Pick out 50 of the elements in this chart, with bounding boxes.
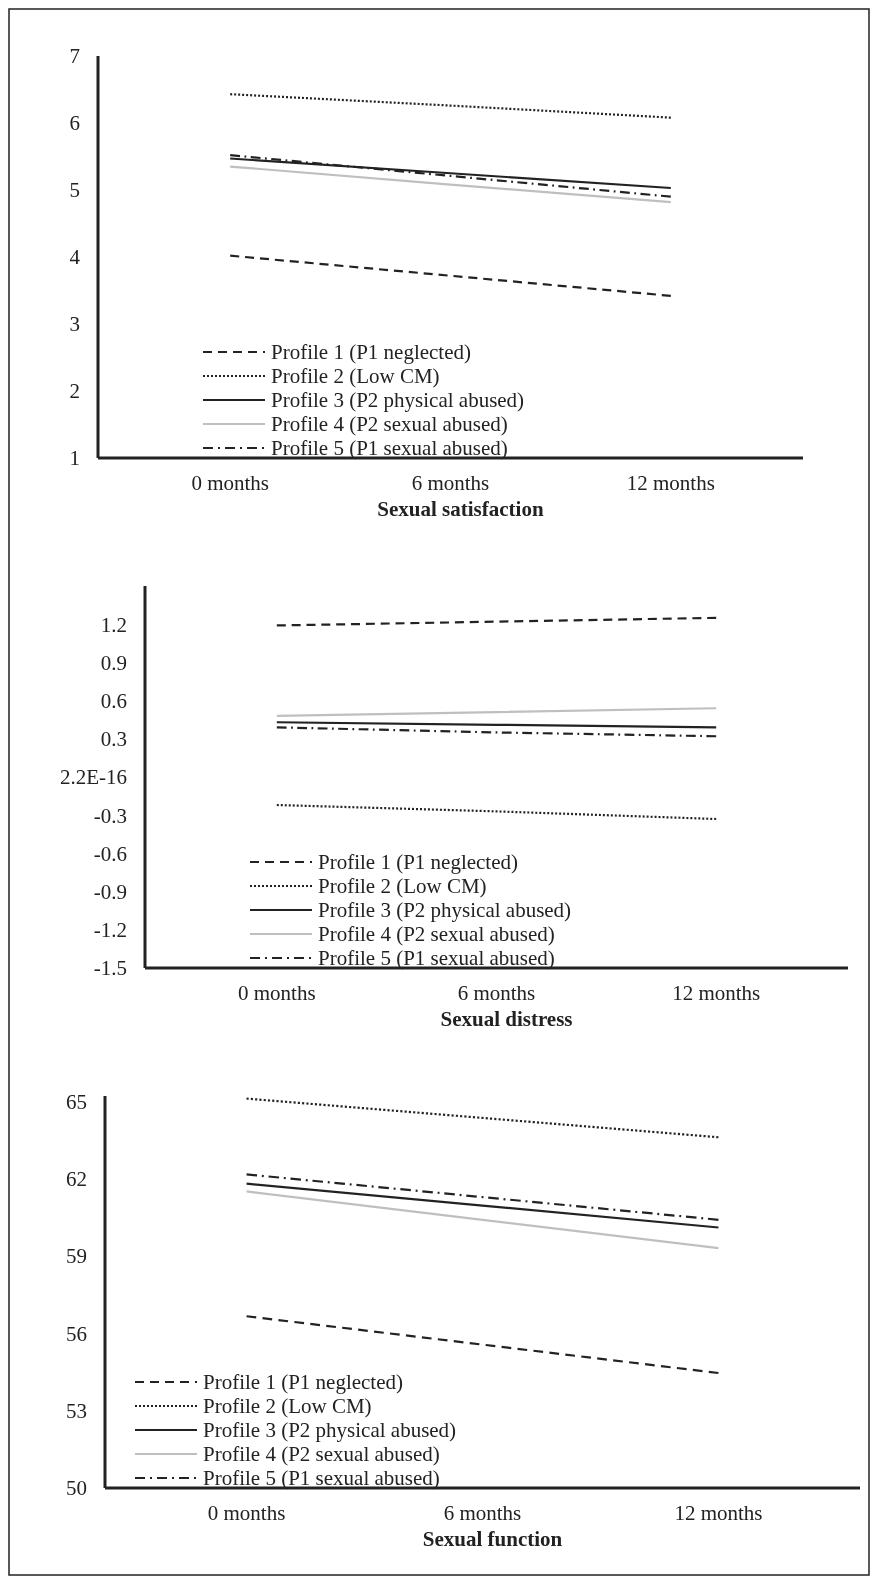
y-tick-label: 2.2E-16 (59, 765, 127, 790)
x-tick-label: 6 months (457, 981, 536, 1005)
x-tick-label: 0 months (191, 471, 269, 495)
x-tick-label: 0 months (238, 981, 316, 1005)
x-tick-label: 6 months (443, 1501, 522, 1525)
y-tick-label: 4 (69, 245, 81, 270)
y-tick-label: 1.2 (100, 612, 127, 637)
legend-label: Profile 3 (P2 physical abused) (203, 1418, 457, 1443)
y-tick-label: -1.2 (93, 918, 127, 943)
y-tick-label: -0.9 (93, 879, 127, 904)
legend-label: Profile 3 (P2 physical abused) (271, 388, 525, 413)
x-axis-title: Sexual distress (440, 1007, 573, 1031)
legend-label: Profile 1 (P1 neglected) (203, 1370, 404, 1395)
y-tick-label: 62 (66, 1166, 87, 1191)
legend-label: Profile 2 (Low CM) (203, 1394, 372, 1419)
legend-label: Profile 4 (P2 sexual abused) (318, 922, 555, 947)
y-tick-label: 6 (69, 111, 80, 136)
x-tick-label: 12 months (626, 471, 715, 495)
x-tick-label: 0 months (207, 1501, 286, 1525)
legend-label: Profile 5 (P1 sexual abused) (271, 436, 508, 461)
y-tick-label: 0.3 (100, 727, 127, 752)
y-tick-label: 0.6 (100, 688, 127, 713)
y-tick-label: 2 (69, 379, 80, 404)
legend-label: Profile 3 (P2 physical abused) (318, 898, 572, 923)
y-tick-label: 0.9 (100, 650, 127, 675)
y-tick-label: -0.6 (93, 841, 127, 866)
y-tick-label: 5 (69, 178, 80, 203)
x-tick-label: 12 months (672, 981, 761, 1005)
y-tick-label: 1 (69, 446, 80, 471)
legend-label: Profile 1 (P1 neglected) (271, 340, 472, 365)
x-tick-label: 6 months (411, 471, 490, 495)
y-tick-label: 53 (66, 1398, 87, 1423)
y-tick-label: -0.3 (93, 803, 127, 828)
legend-label: Profile 1 (P1 neglected) (318, 850, 519, 875)
x-tick-label: 12 months (674, 1501, 763, 1525)
y-tick-label: 50 (66, 1476, 87, 1501)
legend-label: Profile 2 (Low CM) (271, 364, 440, 389)
legend-label: Profile 4 (P2 sexual abused) (271, 412, 508, 437)
legend-label: Profile 5 (P1 sexual abused) (203, 1466, 440, 1491)
y-tick-label: 3 (69, 312, 80, 337)
y-tick-label: 59 (66, 1244, 87, 1269)
y-tick-label: 56 (66, 1321, 87, 1346)
legend-label: Profile 5 (P1 sexual abused) (318, 946, 555, 971)
x-axis-title: Sexual function (422, 1527, 563, 1551)
legend-label: Profile 2 (Low CM) (318, 874, 487, 899)
y-tick-label: -1.5 (93, 956, 127, 981)
y-tick-label: 65 (66, 1089, 87, 1114)
x-axis-title: Sexual satisfaction (377, 497, 544, 521)
legend-label: Profile 4 (P2 sexual abused) (203, 1442, 440, 1467)
y-tick-label: 7 (69, 44, 80, 69)
